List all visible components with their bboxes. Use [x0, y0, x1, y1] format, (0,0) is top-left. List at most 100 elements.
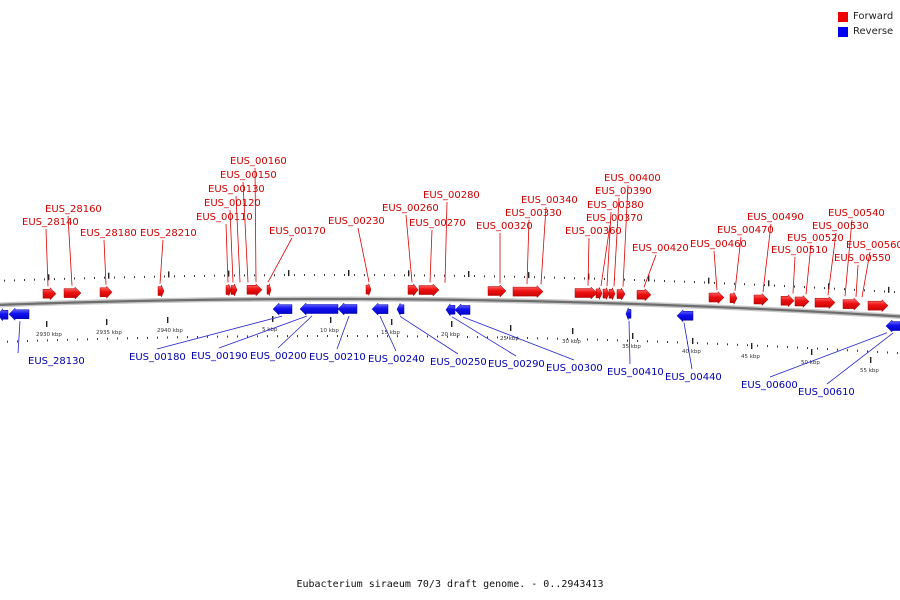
outer-minor-tick — [114, 276, 115, 279]
scale-label: 10 kbp — [320, 328, 339, 334]
reverse-gene-arrow — [371, 302, 389, 316]
outer-minor-tick — [724, 282, 725, 285]
outer-major-tick — [648, 275, 650, 282]
outer-minor-tick — [324, 274, 325, 276]
legend-reverse-label: Reverse — [853, 26, 894, 37]
inner-minor-tick — [437, 335, 438, 338]
scale-major-tick — [510, 325, 512, 331]
forward-gene-arrow — [867, 299, 889, 313]
outer-minor-tick — [604, 278, 605, 280]
inner-minor-tick — [397, 335, 398, 338]
reverse-leader-line — [379, 315, 397, 352]
reverse-gene-label: EUS_00410 — [607, 367, 664, 378]
reverse-leader-line — [218, 315, 308, 349]
outer-minor-tick — [474, 275, 475, 278]
outer-minor-tick — [544, 276, 545, 279]
inner-minor-tick — [327, 335, 328, 337]
forward-gene-arrow — [407, 283, 419, 297]
inner-minor-tick — [697, 342, 698, 345]
outer-minor-tick — [884, 290, 885, 293]
inner-minor-tick — [557, 337, 558, 340]
outer-minor-tick — [694, 281, 695, 284]
reverse-leader-line — [17, 321, 21, 354]
scale-major-tick — [692, 338, 694, 344]
outer-minor-tick — [464, 275, 465, 277]
inner-minor-tick — [187, 336, 188, 339]
inner-minor-tick — [357, 335, 358, 337]
forward-gene-label: EUS_00460 — [690, 239, 747, 250]
forward-leader-line — [600, 224, 611, 287]
forward-gene-arrow — [608, 287, 616, 300]
outer-minor-tick — [624, 278, 625, 281]
forward-gene-label: EUS_00270 — [409, 218, 466, 229]
outer-minor-tick — [484, 275, 485, 278]
forward-gene-arrow — [708, 290, 725, 305]
forward-gene-arrow — [418, 283, 440, 297]
scale-major-tick — [167, 317, 169, 323]
forward-gene-label: EUS_00470 — [717, 225, 774, 236]
outer-minor-tick — [334, 274, 335, 276]
forward-gene-label: EUS_00340 — [521, 195, 578, 206]
forward-gene-label: EUS_00540 — [828, 208, 885, 219]
forward-gene-arrow — [729, 292, 738, 305]
scale-major-tick — [46, 321, 48, 327]
reverse-gene-label: EUS_00190 — [191, 351, 248, 362]
forward-gene-arrow — [225, 283, 232, 297]
outer-minor-tick — [24, 279, 25, 281]
outer-minor-tick — [704, 281, 705, 284]
outer-minor-tick — [54, 278, 55, 281]
outer-minor-tick — [404, 274, 405, 277]
forward-gene-label: EUS_28140 — [22, 217, 79, 228]
outer-minor-tick — [664, 280, 665, 282]
outer-minor-tick — [304, 274, 305, 276]
outer-minor-tick — [534, 276, 535, 279]
inner-minor-tick — [337, 335, 338, 337]
reverse-gene-label: EUS_00180 — [129, 352, 186, 363]
scale-major-tick — [870, 357, 872, 363]
forward-gene-label: EUS_00110 — [196, 212, 253, 223]
scale-label: 15 kbp — [381, 330, 400, 336]
forward-leader-line — [526, 219, 530, 285]
reverse-gene-arrow — [8, 307, 30, 321]
reverse-gene-arrow — [337, 302, 358, 316]
scale-label: 45 kbp — [741, 354, 760, 360]
forward-leader-line — [613, 197, 620, 287]
inner-minor-tick — [727, 343, 728, 346]
inner-minor-tick — [737, 343, 738, 346]
forward-leader-line — [357, 227, 370, 283]
outer-minor-tick — [454, 274, 455, 277]
inner-minor-tick — [577, 338, 578, 341]
inner-minor-tick — [137, 337, 138, 340]
inner-minor-tick — [797, 346, 798, 349]
outer-minor-tick — [444, 274, 445, 277]
forward-gene-arrow — [595, 287, 603, 300]
forward-gene-arrow — [636, 288, 652, 302]
reverse-gene-arrow — [625, 307, 632, 320]
outer-minor-tick — [134, 276, 135, 279]
inner-minor-tick — [207, 335, 208, 338]
outer-minor-tick — [364, 274, 365, 277]
reverse-gene-label: EUS_00200 — [250, 351, 307, 362]
scale-label: 25 kbp — [500, 336, 519, 342]
outer-major-tick — [168, 271, 170, 278]
inner-minor-tick — [197, 336, 198, 338]
forward-gene-label: EUS_00170 — [269, 226, 326, 237]
forward-gene-label: EUS_00120 — [204, 198, 261, 209]
outer-minor-tick — [344, 274, 345, 276]
outer-minor-tick — [804, 286, 805, 289]
inner-minor-tick — [677, 341, 678, 344]
inner-minor-tick — [527, 337, 528, 339]
outer-minor-tick — [844, 288, 845, 291]
outer-minor-tick — [554, 276, 555, 279]
scale-major-tick — [632, 333, 634, 339]
reverse-leader-line — [826, 332, 894, 385]
outer-minor-tick — [284, 274, 285, 277]
forward-gene-label: EUS_00390 — [595, 186, 652, 197]
scale-major-tick — [106, 319, 108, 325]
reverse-gene-label: EUS_00600 — [741, 380, 798, 391]
inner-minor-tick — [147, 336, 148, 339]
inner-minor-tick — [417, 335, 418, 338]
outer-major-tick — [528, 272, 530, 279]
forward-leader-line — [225, 223, 229, 283]
scale-label: 2940 kbp — [157, 328, 183, 334]
